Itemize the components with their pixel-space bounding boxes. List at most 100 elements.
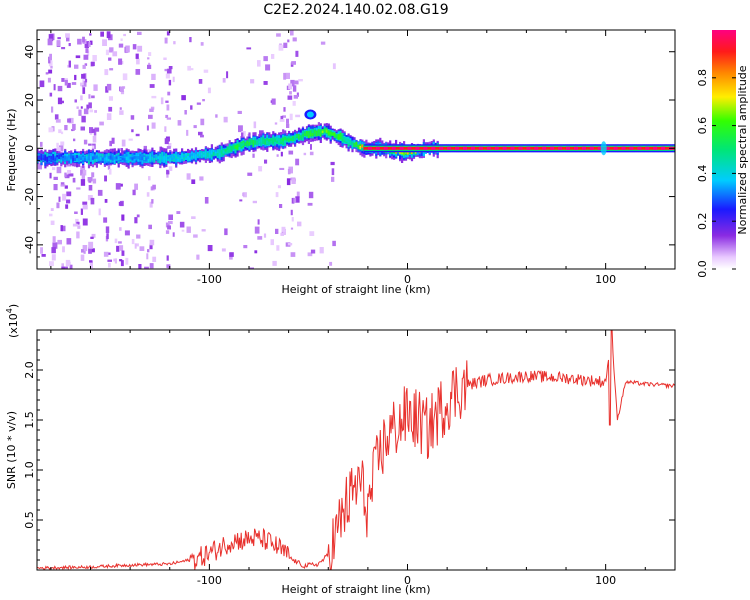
heatmap-ridge-cell [101, 158, 104, 161]
heatmap-ridge-cell [403, 151, 406, 156]
heatmap-noise-cell [287, 95, 293, 100]
heatmap-noise-cell [82, 36, 85, 43]
heatmap-noise-cell [200, 134, 204, 138]
heatmap-noise-cell [263, 81, 268, 85]
spectrogram-panel: -100 0 100 -40 -20 0 20 40 Height of straight l… [5, 29, 676, 296]
heatmap-ridge-cell [123, 156, 126, 162]
heatmap-noise-cell [146, 125, 149, 131]
heatmap-noise-cell [173, 41, 176, 45]
heatmap-ridge-cell [248, 142, 251, 146]
heatmap-noise-cell [76, 221, 80, 225]
heatmap-noise-cell [196, 102, 201, 105]
heatmap-noise-cell [91, 95, 95, 99]
heatmap-ridge-cell [276, 140, 279, 144]
heatmap-noise-cell [295, 114, 301, 118]
heatmap-ridge-cell [347, 140, 350, 144]
heatmap-noise-cell [65, 33, 70, 38]
heatmap-noise-cell [114, 238, 118, 244]
heatmap-noise-cell [283, 72, 287, 80]
heatmap-ridge-cell [74, 157, 77, 161]
heatmap-ridge-cell [181, 155, 184, 159]
x-tick-label: 0 [404, 574, 411, 587]
heatmap-ridge-cell [129, 156, 132, 160]
heatmap-noise-cell [272, 260, 277, 266]
heatmap-ridge-cell [60, 156, 63, 160]
heatmap-noise-cell [275, 228, 279, 234]
heatmap-noise-cell [166, 264, 171, 268]
heatmap-noise-cell [60, 182, 65, 186]
heatmap-noise-cell [281, 226, 286, 232]
heatmap-noise-cell [292, 37, 297, 42]
heatmap-ridge-cell [107, 155, 110, 159]
heatmap-ridge-cell [72, 156, 75, 162]
heatmap-noise-cell [61, 263, 64, 268]
heatmap-ridge-cell [329, 131, 332, 136]
heatmap-noise-cell [108, 168, 112, 175]
heatmap-noise-cell [297, 221, 302, 227]
colorbar-ticks: 0.0 0.2 0.4 0.6 0.8 [696, 69, 736, 278]
heatmap-noise-cell [239, 199, 243, 202]
heatmap-noise-cell [99, 121, 104, 126]
heatmap-noise-cell [82, 87, 86, 94]
heatmap-ridge-cell [226, 146, 229, 152]
heatmap-noise-cell [331, 176, 335, 182]
heatmap-ridge-cell [143, 156, 146, 161]
heatmap-ridge-cell [351, 141, 354, 145]
heatmap-ridge-cell [274, 138, 277, 142]
heatmap-noise-cell [147, 249, 150, 253]
heatmap-noise-cell [135, 133, 140, 137]
heatmap-flat-trace-dash [510, 146, 515, 150]
heatmap-noise-cell [257, 236, 263, 240]
heatmap-noise-cell [289, 113, 293, 121]
heatmap-flat-trace-dash [621, 146, 626, 150]
heatmap-ridge-cell [56, 157, 59, 161]
x-tick-label: -100 [197, 574, 222, 587]
heatmap-noise-cell [106, 233, 109, 240]
heatmap-noise-cell [48, 127, 54, 133]
heatmap-noise-cell [332, 240, 336, 247]
heatmap-noise-cell [87, 195, 93, 201]
heatmap-ridge-cell [82, 156, 85, 161]
heatmap-ridge-cell [137, 156, 140, 160]
heatmap-noise-cell [119, 259, 123, 262]
heatmap-noise-cell [112, 51, 118, 57]
heatmap-noise-cell [47, 77, 51, 83]
heatmap-noise-cell [88, 94, 91, 99]
heatmap-noise-cell [103, 217, 108, 223]
heatmap-noise-cell [109, 68, 114, 71]
heatmap-ridge-cell [68, 154, 71, 160]
heatmap-noise-cell [288, 166, 293, 174]
heatmap-noise-cell [104, 199, 108, 203]
heatmap-noise-cell [274, 122, 278, 125]
heatmap-flat-trace-dash [597, 146, 602, 150]
heatmap-noise-cell [146, 253, 149, 260]
heatmap-noise-cell [88, 143, 92, 146]
heatmap-noise-cell [121, 250, 125, 256]
heatmap-flat-trace-dash [581, 146, 586, 150]
heatmap-noise-cell [252, 200, 257, 204]
heatmap-ridge-cell [335, 134, 338, 138]
heatmap-noise-cell [149, 243, 153, 250]
heatmap-ridge-cell [179, 156, 182, 161]
heatmap-ridge-cell [214, 153, 217, 156]
heatmap-noise-cell [149, 239, 155, 246]
heatmap-noise-cell [93, 84, 98, 91]
heatmap-noise-cell [200, 118, 205, 126]
heatmap-ridge-cell [42, 157, 45, 160]
heatmap-ridge-cell [196, 153, 200, 157]
heatmap-ridge-cell [242, 142, 245, 146]
heatmap-ridge-cell [276, 137, 279, 144]
heatmap-noise-cell [120, 91, 125, 95]
heatmap-ridge-cell [260, 139, 263, 145]
heatmap-noise-cell [90, 236, 94, 239]
heatmap-noise-cell [107, 259, 112, 262]
heatmap-ridge-cell [319, 129, 322, 134]
heatmap-ridge-cell [127, 156, 130, 161]
heatmap-noise-cell [221, 248, 226, 252]
heatmap-ridge-cell [145, 157, 148, 161]
heatmap-ridge-cell [58, 156, 61, 159]
heatmap-noise-cell [89, 260, 93, 263]
heatmap-noise-cell [45, 72, 49, 75]
heatmap-noise-cell [320, 41, 326, 45]
heatmap-noise-cell [84, 63, 88, 66]
